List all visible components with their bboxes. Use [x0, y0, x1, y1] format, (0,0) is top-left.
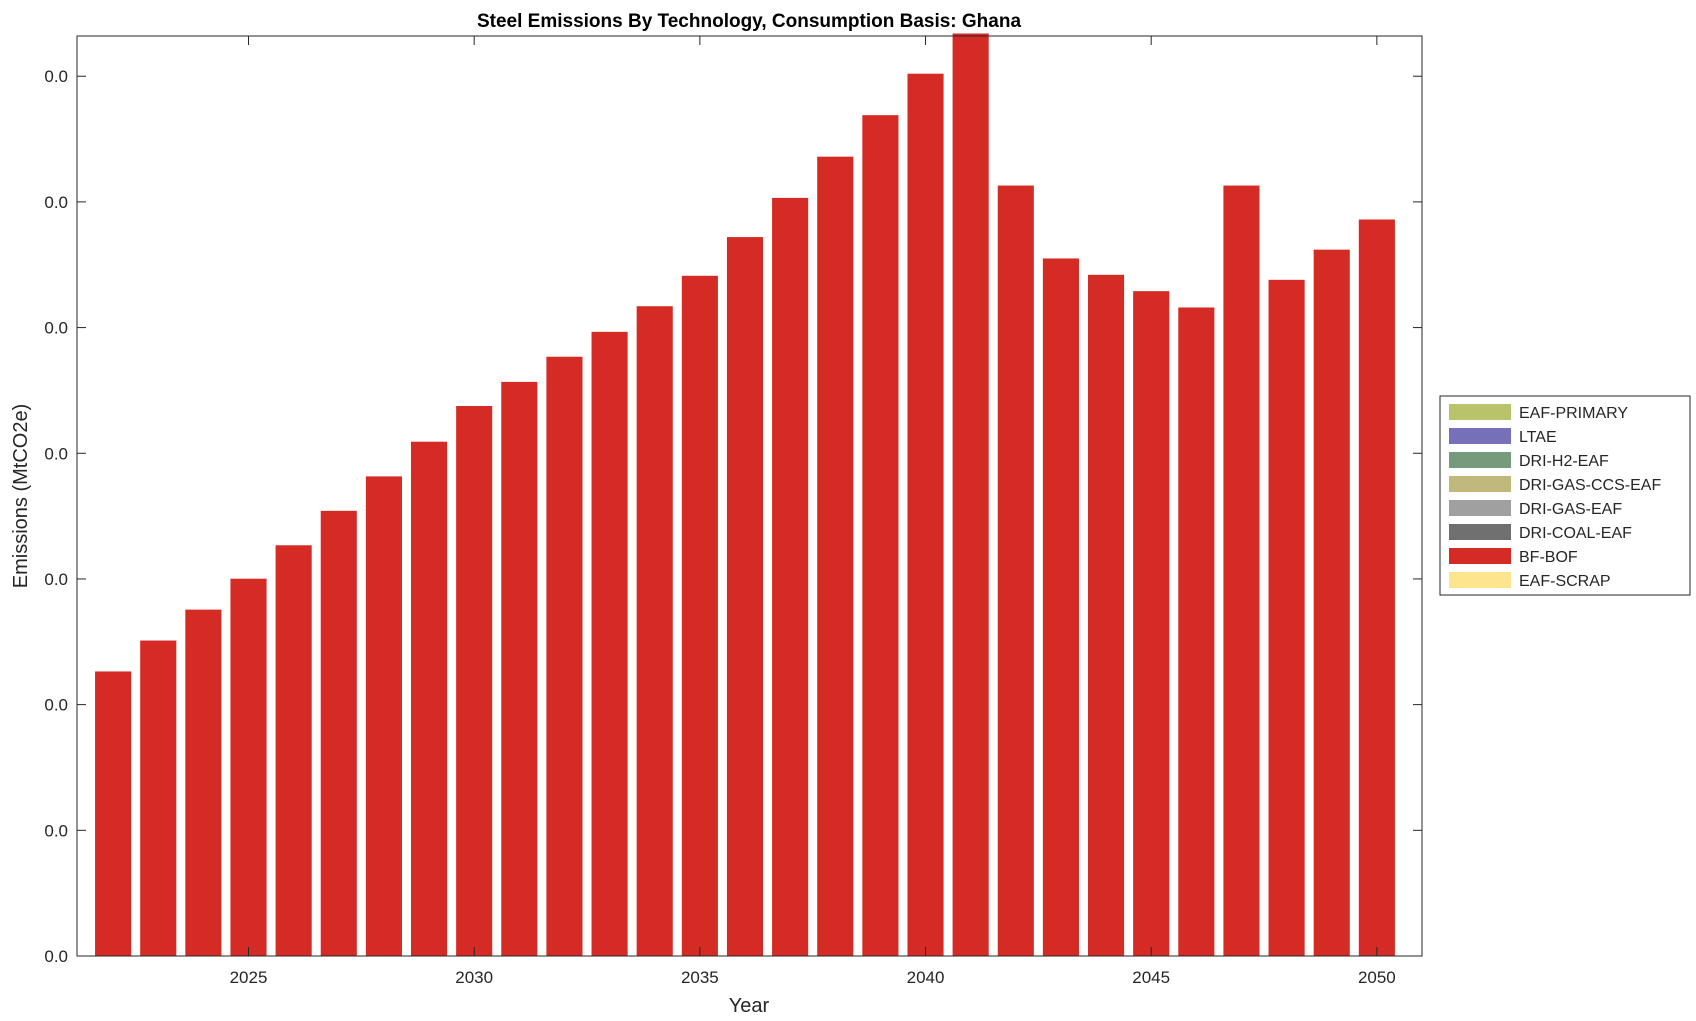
bar-bf-bof-2031 [501, 381, 538, 956]
bar-bf-bof-2030 [456, 406, 493, 956]
x-axis-label: Year [729, 995, 770, 1017]
bar-bf-bof-2025 [230, 578, 267, 956]
bar-bf-bof-2041 [952, 33, 989, 957]
y-tick-label: 0.0 [44, 67, 68, 86]
bar-bf-bof-2028 [365, 476, 402, 956]
legend-swatch-ltae [1449, 428, 1511, 444]
legend-label-dri-gas-eaf: DRI-GAS-EAF [1519, 501, 1622, 518]
x-tick-label: 2050 [1358, 968, 1396, 987]
bar-bf-bof-2038 [817, 156, 854, 956]
bar-bf-bof-2023 [140, 640, 177, 956]
bar-bf-bof-2022 [95, 671, 132, 956]
y-tick-label: 0.0 [44, 193, 68, 212]
bar-bf-bof-2047 [1223, 185, 1260, 956]
x-tick-label: 2045 [1132, 968, 1170, 987]
legend-swatch-dri-coal-eaf [1449, 524, 1511, 540]
legend-swatch-dri-gas-eaf [1449, 500, 1511, 516]
legend-label-eaf-scrap: EAF-SCRAP [1519, 573, 1611, 590]
legend-label-eaf-primary: EAF-PRIMARY [1519, 405, 1628, 422]
legend-items: EAF-PRIMARY LTAE DRI-H2-EAF DRI-GAS-CCS-EAF… [1449, 404, 1661, 590]
bars-layer [95, 33, 1395, 957]
legend-label-bf-bof: BF-BOF [1519, 549, 1578, 566]
y-tick-label: 0.0 [44, 444, 68, 463]
legend-swatch-dri-gas-ccs-eaf [1449, 476, 1511, 492]
legend-label-dri-gas-ccs-eaf: DRI-GAS-CCS-EAF [1519, 477, 1661, 494]
x-axis: 2025 2030 2035 2040 2045 2050 [230, 36, 1396, 987]
x-tick-label: 2030 [455, 968, 493, 987]
bar-bf-bof-2032 [546, 356, 583, 956]
legend-label-dri-coal-eaf: DRI-COAL-EAF [1519, 525, 1632, 542]
y-tick-label: 0.0 [44, 570, 68, 589]
y-tick-label: 0.0 [44, 821, 68, 840]
bar-bf-bof-2024 [185, 609, 222, 956]
bar-bf-bof-2036 [726, 237, 764, 957]
legend: EAF-PRIMARY LTAE DRI-H2-EAF DRI-GAS-CCS-EAF… [1439, 395, 1691, 596]
legend-label-ltae: LTAE [1519, 429, 1557, 446]
y-axis: 0.0 0.0 0.0 0.0 0.0 0.0 0.0 0.0 [44, 67, 1422, 966]
legend-swatch-eaf-primary [1449, 404, 1511, 420]
bar-bf-bof-2034 [636, 306, 673, 957]
bar-bf-bof-2027 [320, 510, 357, 956]
y-tick-label: 0.0 [44, 947, 68, 966]
plot-area-frame [76, 35, 1423, 957]
bar-bf-bof-2045 [1133, 291, 1170, 956]
bar-bf-bof-2050 [1358, 219, 1395, 956]
chart-title: Steel Emissions By Technology, Consumpti… [477, 11, 1021, 32]
bar-bf-bof-2040 [907, 73, 944, 956]
x-tick-label: 2040 [907, 968, 945, 987]
legend-swatch-eaf-scrap [1449, 572, 1511, 588]
bar-bf-bof-2043 [1042, 258, 1079, 957]
bar-bf-bof-2049 [1313, 249, 1350, 956]
bar-bf-bof-2037 [772, 197, 809, 956]
y-axis-label: Emissions (MtCO2e) [10, 404, 32, 588]
legend-label-dri-h2-eaf: DRI-H2-EAF [1519, 453, 1609, 470]
legend-swatch-bf-bof [1449, 548, 1511, 564]
bar-bf-bof-2029 [410, 441, 448, 956]
bar-bf-bof-2046 [1178, 307, 1215, 957]
bar-bf-bof-2048 [1268, 279, 1305, 957]
x-tick-label: 2025 [230, 968, 268, 987]
legend-swatch-dri-h2-eaf [1449, 452, 1511, 468]
bar-bf-bof-2039 [862, 115, 899, 957]
y-tick-label: 0.0 [44, 319, 68, 338]
bar-bf-bof-2035 [681, 275, 718, 956]
y-tick-label: 0.0 [44, 696, 68, 715]
bar-bf-bof-2044 [1088, 274, 1125, 956]
bar-bf-bof-2026 [275, 545, 312, 956]
bar-bf-bof-2033 [591, 331, 628, 956]
bar-bf-bof-2042 [997, 185, 1034, 956]
x-tick-label: 2035 [681, 968, 719, 987]
